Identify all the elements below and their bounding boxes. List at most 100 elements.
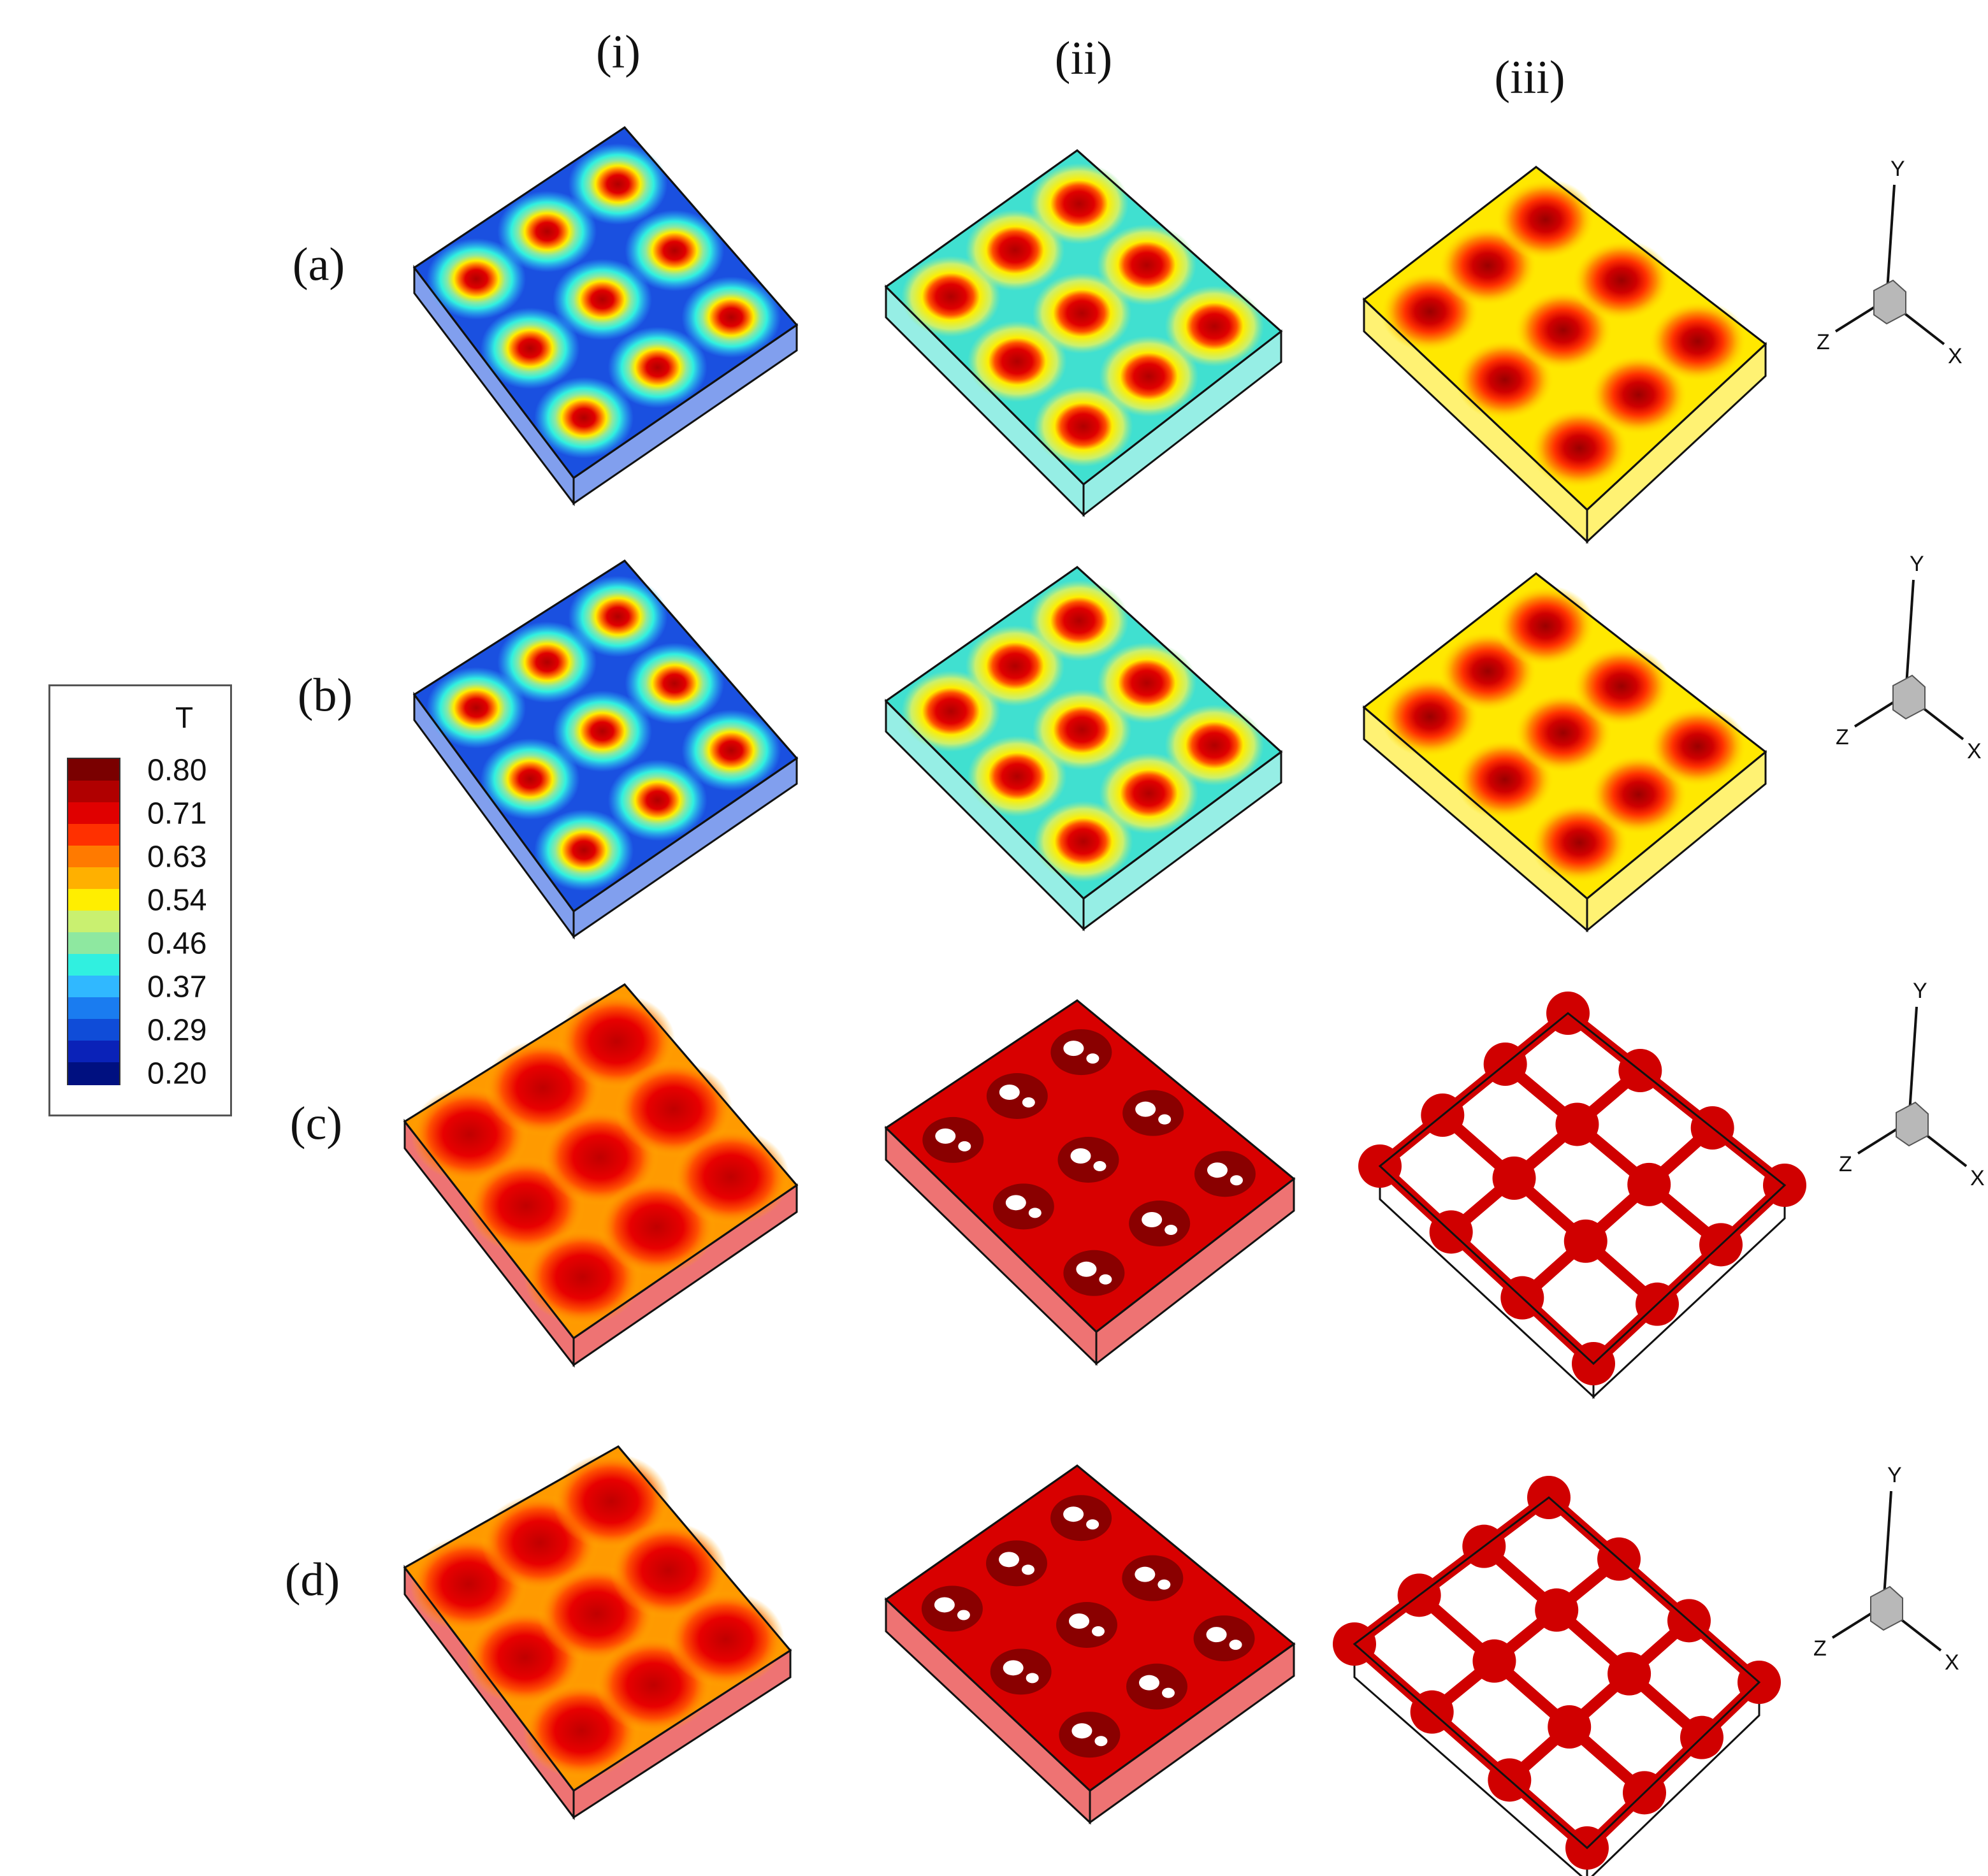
axis-label-x: X xyxy=(1945,1650,1959,1675)
hole xyxy=(1157,1579,1171,1590)
convection-cell xyxy=(1097,642,1197,724)
legend-swatch xyxy=(68,802,119,825)
convection-cell xyxy=(1099,753,1199,834)
panel-outline xyxy=(403,983,799,1340)
network-edge xyxy=(1480,1541,1706,1742)
convection-cell xyxy=(1572,645,1672,727)
convection-cell xyxy=(1495,585,1595,667)
panel-outline xyxy=(884,1464,1296,1792)
axis-cube xyxy=(1896,1101,1929,1147)
legend-tick: 0.20 xyxy=(147,1057,207,1091)
convection-cell xyxy=(681,709,781,791)
convection-cell xyxy=(609,1522,727,1619)
convection-cell xyxy=(1165,285,1265,367)
panel-outline xyxy=(1362,166,1767,512)
axis-label-z: Z xyxy=(1836,725,1849,749)
panel-outline xyxy=(1362,572,1767,900)
axis-label-y: Y xyxy=(1913,979,1927,1003)
convection-cell xyxy=(1097,224,1197,306)
axis-label-x: X xyxy=(1967,739,1982,763)
panel-b-i xyxy=(412,559,799,940)
hole xyxy=(1022,1564,1034,1575)
hole xyxy=(1135,1566,1156,1582)
network-edge xyxy=(1415,1591,1648,1798)
axis-cube xyxy=(1873,279,1906,325)
row-label-c: (c) xyxy=(289,1097,343,1150)
network-edge xyxy=(1447,1066,1644,1237)
column-label-iii: (iii) xyxy=(1494,52,1565,104)
row-label-a: (a) xyxy=(292,238,345,291)
convection-cell xyxy=(625,210,725,292)
legend-swatch xyxy=(68,867,119,890)
hole xyxy=(1003,1660,1024,1676)
convection-cell xyxy=(1572,240,1672,321)
column-label-i: (i) xyxy=(596,26,641,78)
axis-cube xyxy=(1870,1585,1903,1631)
convection-cell xyxy=(1099,335,1199,417)
network-edge xyxy=(1518,1123,1716,1302)
hole xyxy=(1229,1640,1242,1650)
axis-label-y: Y xyxy=(1890,157,1905,181)
legend-swatch xyxy=(68,1019,119,1042)
hole xyxy=(1086,1053,1099,1064)
convection-cell xyxy=(672,1129,790,1225)
panel-outline xyxy=(884,566,1283,900)
panel-outline xyxy=(884,999,1296,1333)
convection-cell xyxy=(1033,386,1133,468)
legend-title: T xyxy=(175,701,194,734)
legend-swatch xyxy=(68,759,119,782)
hole xyxy=(1070,1148,1091,1164)
convection-cell xyxy=(625,642,725,725)
hole xyxy=(1063,1506,1084,1522)
legend-swatch xyxy=(68,1041,119,1064)
convection-cell xyxy=(553,259,652,340)
y-axis-line xyxy=(1882,1490,1892,1606)
convection-cell xyxy=(480,307,580,389)
hole xyxy=(1230,1175,1243,1186)
panel-d-iii xyxy=(1333,1476,1781,1876)
hole xyxy=(1093,1161,1106,1171)
panel-c-ii xyxy=(884,999,1296,1366)
axis-cube xyxy=(1892,674,1926,720)
axis-label-z: Z xyxy=(1813,1636,1827,1661)
row-label-b: (b) xyxy=(297,669,353,722)
legend-swatch xyxy=(68,932,119,955)
legend-tick: 0.80 xyxy=(147,753,207,788)
convection-cell xyxy=(426,667,526,749)
axis-label-x: X xyxy=(1970,1166,1985,1190)
convection-cell xyxy=(667,1591,785,1687)
axis-label-z: Z xyxy=(1839,1152,1852,1176)
legend-swatch xyxy=(68,954,119,977)
convection-cell xyxy=(901,256,1001,338)
convection-cell xyxy=(558,993,676,1090)
convection-cell xyxy=(553,1453,671,1550)
panel-outline xyxy=(1353,1496,1761,1850)
hole xyxy=(1086,1519,1099,1530)
convection-cell xyxy=(965,209,1065,291)
convection-cell xyxy=(1029,579,1129,661)
axis-label-y: Y xyxy=(1887,1463,1902,1487)
legend-tick: 0.71 xyxy=(147,797,207,831)
network-edge xyxy=(1506,1616,1693,1785)
hole xyxy=(1005,1195,1026,1211)
convection-cell xyxy=(1648,705,1748,788)
y-axis-line xyxy=(1905,579,1915,695)
convection-cell xyxy=(568,575,668,658)
axis-triad-a: Y X Z xyxy=(1817,157,1963,368)
legend-swatch xyxy=(68,824,119,847)
convection-cell xyxy=(681,276,781,358)
legend-swatch xyxy=(68,889,119,912)
hole xyxy=(1069,1613,1089,1629)
hole xyxy=(1099,1274,1112,1285)
temperature-legend: T 0.80 0.71 0.63 0.54 0.46 0.37 0.29 0.2… xyxy=(48,684,232,1116)
panel-top-face xyxy=(1353,1496,1761,1850)
convection-cell xyxy=(607,326,707,408)
convection-cell xyxy=(1648,300,1748,382)
panel-outline xyxy=(884,149,1283,486)
panel-top-face xyxy=(1378,1012,1787,1366)
panel-a-iii xyxy=(1362,166,1767,544)
legend-tick: 0.46 xyxy=(147,927,207,961)
axis-triad-d: Y X Z xyxy=(1813,1463,1959,1675)
legend-swatch xyxy=(68,911,119,934)
